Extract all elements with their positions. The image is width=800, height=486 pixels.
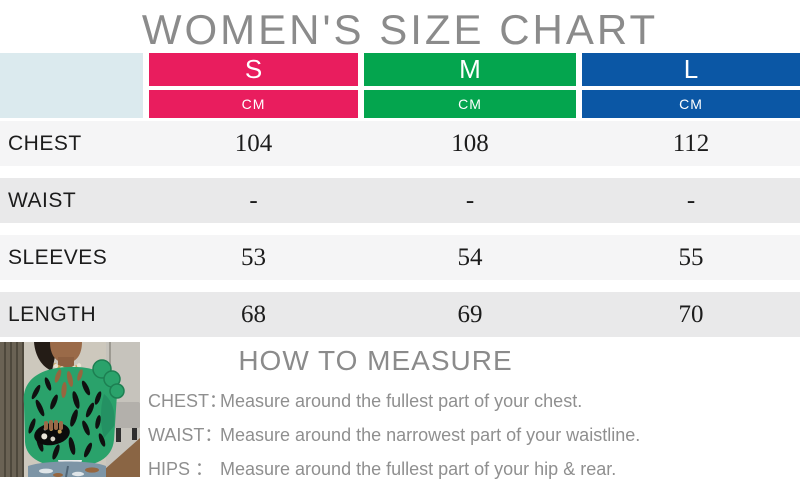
row-label-sleeves: SLEEVES bbox=[8, 245, 108, 269]
waist-value-s: - bbox=[249, 186, 258, 214]
table-row-waist: WAIST - - - bbox=[0, 178, 800, 223]
size-header-s: S bbox=[149, 53, 358, 86]
measure-label-chest: CHEST： bbox=[148, 391, 228, 411]
sleeves-value-s: 53 bbox=[241, 243, 266, 271]
row-label-waist: WAIST bbox=[8, 188, 77, 212]
page-title: WOMEN'S SIZE CHART bbox=[141, 6, 659, 53]
sleeves-value-m: 54 bbox=[457, 243, 483, 271]
measure-label-waist: WAIST： bbox=[148, 425, 223, 445]
sleeves-value-l: 55 bbox=[678, 243, 704, 271]
table-row-sleeves: SLEEVES 53 54 55 bbox=[0, 235, 800, 280]
measure-text-hips: Measure around the fullest part of your … bbox=[220, 459, 617, 479]
measure-line-waist: WAIST：Measure around the narrowest part … bbox=[148, 418, 640, 452]
unit-cell-s: CM bbox=[149, 90, 358, 118]
table-corner-cell bbox=[0, 53, 143, 118]
how-to-measure-section: HOW TO MEASURE CHEST：Measure around the … bbox=[0, 342, 800, 479]
measure-text-chest: Measure around the fullest part of your … bbox=[220, 391, 583, 411]
row-label-chest: CHEST bbox=[8, 131, 82, 155]
measure-line-chest: CHEST：Measure around the fullest part of… bbox=[148, 384, 640, 418]
table-row-chest: CHEST 104 108 112 bbox=[0, 121, 800, 166]
table-header: S M L CM CM CM bbox=[0, 53, 800, 118]
chest-value-l: 112 bbox=[672, 129, 710, 157]
waist-value-m: - bbox=[465, 186, 475, 214]
measure-instructions: HOW TO MEASURE CHEST：Measure around the … bbox=[140, 342, 640, 479]
measure-label-hips: HIPS ： bbox=[148, 459, 214, 479]
table-row-length: LENGTH 68 69 70 bbox=[0, 292, 800, 337]
length-value-m: 69 bbox=[457, 300, 483, 328]
size-table: S M L CM CM CM CHEST 104 108 112 WAIST -… bbox=[0, 53, 800, 337]
length-value-s: 68 bbox=[241, 300, 266, 328]
measure-line-hips: HIPS ： Measure around the fullest part of… bbox=[148, 452, 640, 486]
chest-value-s: 104 bbox=[234, 129, 273, 157]
model-photo bbox=[0, 342, 140, 477]
unit-cell-m: CM bbox=[364, 90, 576, 118]
size-header-l: L bbox=[582, 53, 800, 86]
waist-value-l: - bbox=[686, 186, 696, 214]
size-header-m: M bbox=[364, 53, 576, 86]
unit-cell-l: CM bbox=[582, 90, 800, 118]
measure-text-waist: Measure around the narrowest part of you… bbox=[220, 425, 641, 445]
measure-title: HOW TO MEASURE bbox=[238, 345, 513, 376]
row-label-length: LENGTH bbox=[8, 302, 97, 326]
chest-value-m: 108 bbox=[451, 129, 489, 157]
length-value-l: 70 bbox=[678, 300, 704, 328]
